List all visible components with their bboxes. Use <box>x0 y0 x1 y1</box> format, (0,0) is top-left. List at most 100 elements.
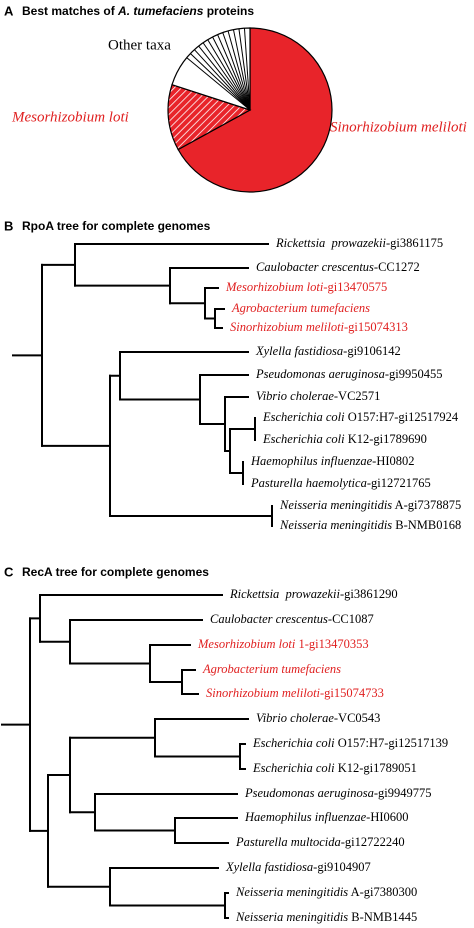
gene-id: O157:H7-gi12517924 <box>345 410 459 424</box>
tree-title: RecA tree for complete genomes <box>22 565 209 579</box>
species: Mesorhizobium loti <box>225 280 324 294</box>
leaf-label: Caulobacter crescentus-CC1087 <box>210 612 374 626</box>
title-part: Best matches of <box>22 4 118 18</box>
species: Vibrio cholerae <box>256 711 334 725</box>
slice-divider <box>198 45 251 111</box>
leaf-label: Escherichia coli K12-gi1789051 <box>252 761 417 775</box>
species: Rickettsia prowazekii <box>275 236 386 250</box>
species: Escherichia coli <box>262 410 345 424</box>
species: Pasturella multocida <box>235 835 341 849</box>
leaf-label: Sinorhizobium meliloti-gi15074313 <box>230 320 408 334</box>
leaf-label: Escherichia coli O157:H7-gi12517924 <box>262 410 459 424</box>
gene-id: -gi3861175 <box>386 236 443 250</box>
species: Caulobacter crescentus <box>210 612 328 626</box>
leaf-label: Mesorhizobium loti-gi13470575 <box>225 280 387 294</box>
leaf-label: Rickettsia prowazekii-gi3861175 <box>275 236 443 250</box>
pie-slice <box>167 83 252 151</box>
species: Neisseria meningitidis <box>235 910 348 924</box>
pie-title: Best matches of A. tumefaciens proteins <box>22 4 254 18</box>
gene-id: -HI0802 <box>372 454 414 468</box>
panel-letter: B <box>4 218 13 233</box>
slice-divider <box>243 28 251 111</box>
slice-divider <box>207 39 251 111</box>
gene-id: -HI0600 <box>366 810 408 824</box>
slice-divider <box>202 42 251 111</box>
leaf-label: Pasturella haemolytica-gi12721765 <box>250 476 431 490</box>
slice-divider <box>186 57 251 111</box>
leaf-label: Vibrio cholerae-VC2571 <box>256 389 380 403</box>
gene-id: -gi12722240 <box>341 835 405 849</box>
leaf-label: Escherichia coli O157:H7-gi12517139 <box>252 736 448 750</box>
leaf-label: Escherichia coli K12-gi1789690 <box>262 432 427 446</box>
leaf-label: Pseudomonas aeruginosa-gi9949775 <box>244 786 431 800</box>
species: Sinorhizobium meliloti <box>230 320 345 334</box>
gene-id: A-gi7380300 <box>348 885 417 899</box>
gene-id: -gi15074313 <box>344 320 408 334</box>
slice-divider <box>222 32 251 111</box>
pie-slice <box>177 27 333 193</box>
species: Neisseria meningitidis <box>279 518 392 532</box>
leaf-label: Mesorhizobium loti 1-gi13470353 <box>197 637 369 651</box>
species: Neisseria meningitidis <box>279 498 392 512</box>
gene-id: -gi15074733 <box>320 686 384 700</box>
leaf-label: Haemophilus influenzae-HI0600 <box>244 810 409 824</box>
gene-id: -gi3861290 <box>340 587 398 601</box>
species: Pseudomonas aeruginosa <box>255 367 385 381</box>
gene-id: -gi9949775 <box>374 786 432 800</box>
gene-id: -VC2571 <box>334 389 381 403</box>
tree-title: RpoA tree for complete genomes <box>22 219 211 233</box>
slice-label: Mesorhizobium loti <box>11 109 129 125</box>
slice-divider <box>217 34 251 111</box>
gene-id: -CC1272 <box>374 260 420 274</box>
species: Escherichia coli <box>252 736 335 750</box>
gene-id: -gi12721765 <box>367 476 431 490</box>
slice-divider <box>190 53 251 111</box>
species: Xylella fastidiosa <box>225 860 313 874</box>
slice-label: Sinorhizobium meliloti <box>330 119 467 135</box>
gene-id: A-gi7378875 <box>392 498 461 512</box>
gene-id: K12-gi1789051 <box>335 761 417 775</box>
species: Agrobacterium tumefaciens <box>231 301 370 315</box>
leaf-label: Haemophilus influenzae-HI0802 <box>250 454 415 468</box>
gene-id: -gi13470575 <box>323 280 387 294</box>
species: Pseudomonas aeruginosa <box>244 786 374 800</box>
slice-divider <box>212 36 251 111</box>
leaf-label: Agrobacterium tumefaciens <box>202 662 341 676</box>
leaf-label: Agrobacterium tumefaciens <box>231 301 370 315</box>
leaf-label: Pseudomonas aeruginosa-gi9950455 <box>255 367 442 381</box>
species: Vibrio cholerae <box>256 389 334 403</box>
species: Escherichia coli <box>252 761 335 775</box>
species: Xylella fastidiosa <box>255 344 343 358</box>
species: Rickettsia prowazekii <box>229 587 340 601</box>
species: Mesorhizobium loti <box>197 637 296 651</box>
leaf-label: Neisseria meningitidis B-NMB0168 <box>279 518 461 532</box>
species: Pasturella haemolytica <box>250 476 367 490</box>
gene-id: -gi9106142 <box>343 344 401 358</box>
leaf-label: Caulobacter crescentus-CC1272 <box>256 260 420 274</box>
leaf-label: Sinorhizobium meliloti-gi15074733 <box>206 686 384 700</box>
gene-id: -gi9950455 <box>385 367 443 381</box>
leaf-label: Neisseria meningitidis A-gi7380300 <box>235 885 417 899</box>
leaf-label: Neisseria meningitidis A-gi7378875 <box>279 498 461 512</box>
species: Haemophilus influenzae <box>244 810 367 824</box>
gene-id: -gi9104907 <box>313 860 371 874</box>
gene-id: K12-gi1789690 <box>345 432 427 446</box>
species: Escherichia coli <box>262 432 345 446</box>
species: Haemophilus influenzae <box>250 454 373 468</box>
leaf-label: Pasturella multocida-gi12722240 <box>235 835 405 849</box>
species: Agrobacterium tumefaciens <box>202 662 341 676</box>
leaf-label: Xylella fastidiosa-gi9106142 <box>255 344 401 358</box>
gene-id: -VC0543 <box>334 711 381 725</box>
gene-id: B-NMB0168 <box>392 518 461 532</box>
slice-divider <box>194 49 251 111</box>
species: Sinorhizobium meliloti <box>206 686 321 700</box>
leaf-label: Vibrio cholerae-VC0543 <box>256 711 380 725</box>
title-part: proteins <box>203 4 254 18</box>
gene-id: 1-gi13470353 <box>295 637 368 651</box>
leaf-label: Xylella fastidiosa-gi9104907 <box>225 860 371 874</box>
leaf-label: Rickettsia prowazekii-gi3861290 <box>229 587 398 601</box>
gene-id: B-NMB1445 <box>348 910 417 924</box>
species: Caulobacter crescentus <box>256 260 374 274</box>
title-part: A. tumefaciens <box>117 4 204 18</box>
